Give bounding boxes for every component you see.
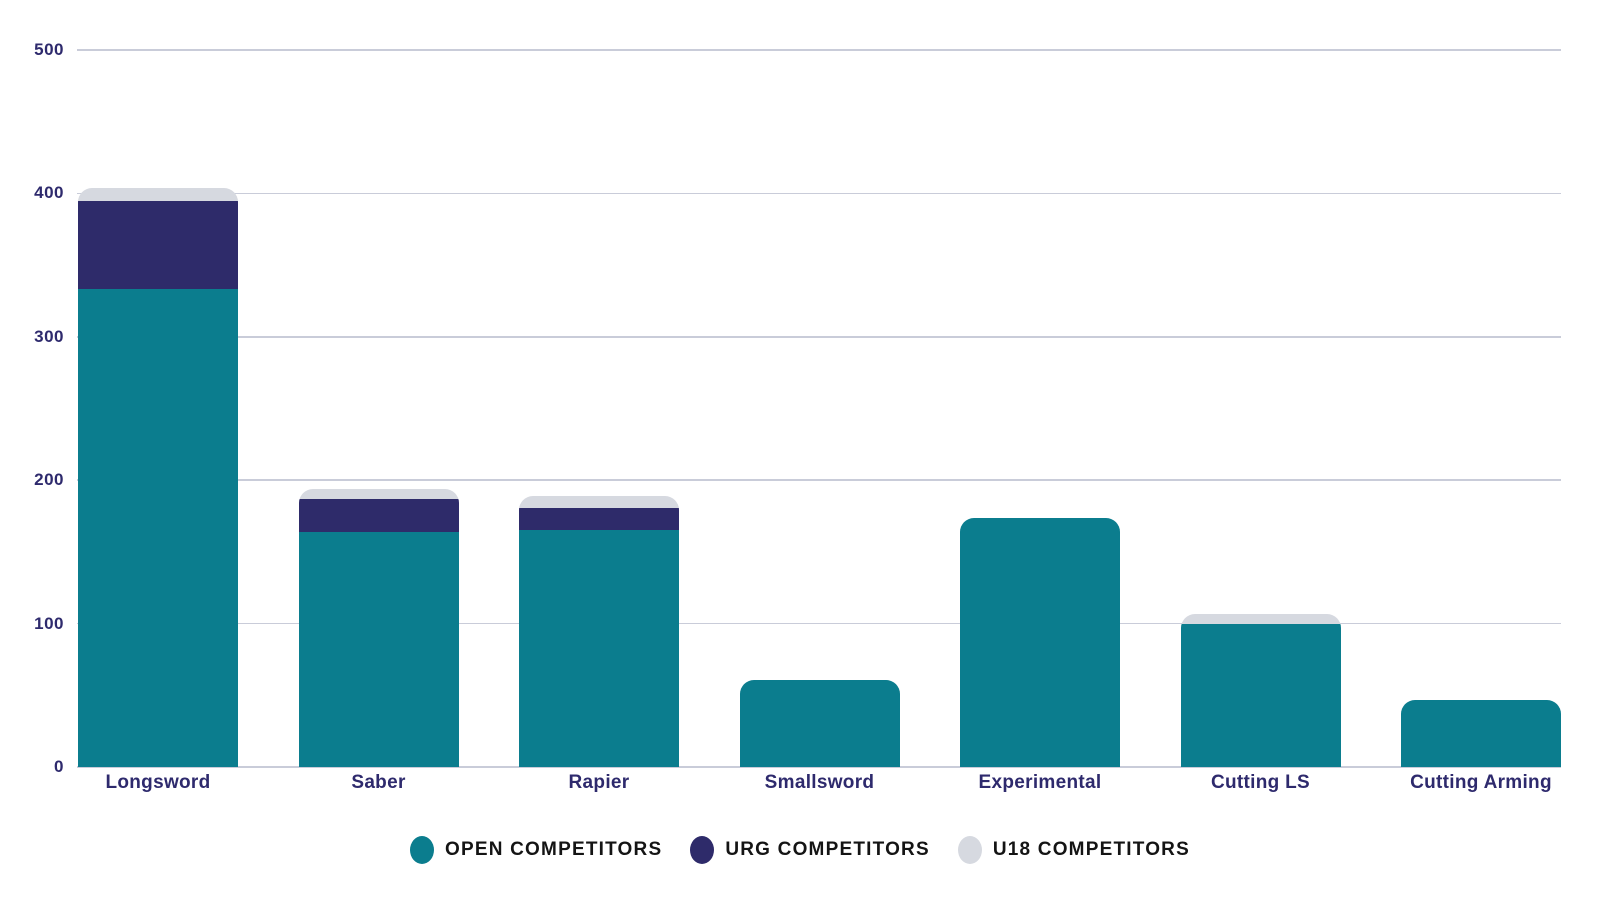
y-axis-tick-label: 0 [54,757,64,776]
bar-segment-saber-urg[interactable] [298,498,459,532]
y-axis-tick-label: 300 [34,326,64,346]
bar-cutting-ls [1180,613,1341,767]
x-axis: Longsword Saber Rapier Smallsword Experiment… [78,766,1561,794]
bar-segment-longsword-urg[interactable] [78,200,238,290]
x-axis-label-longsword: Longsword [105,772,211,793]
y-axis-tick-label: 400 [34,183,64,203]
legend-item-label: U18 COMPETITORS [992,839,1190,860]
legend-item-u18[interactable]: U18 COMPETITORS [957,836,1190,864]
x-axis-label-cutting-ls: Cutting LS [1210,772,1311,793]
bar-cutting-arming [1401,699,1561,767]
bar-segment-cutting-ls-open[interactable] [1180,623,1341,767]
bar-segment-rapier-open[interactable] [519,530,679,767]
bar-series [78,187,1561,767]
bar-longsword [78,187,238,767]
gridline-300 [77,336,1561,338]
bar-smallsword [739,679,900,767]
legend-marker-icon [957,836,982,864]
bar-segment-cutting-ls-u18[interactable] [1180,613,1341,624]
bar-segment-smallsword-open[interactable] [739,679,900,767]
gridline-0 [77,766,1561,768]
bar-segment-rapier-urg[interactable] [519,507,679,531]
bar-segment-longsword-u18[interactable] [78,187,238,201]
gridline-500 [77,49,1561,51]
y-axis-tick-label: 500 [34,40,64,59]
bar-rapier [519,496,679,767]
x-axis-label-experimental: Experimental [978,772,1102,793]
x-axis-label-rapier: Rapier [568,772,630,793]
gridline-200 [77,479,1561,481]
y-axis-tick-label: 100 [34,613,64,633]
gridline-100 [77,622,1561,625]
bar-saber [298,488,459,767]
legend-item-urg[interactable]: URG COMPETITORS [690,836,930,864]
bar-segment-longsword-open[interactable] [78,289,238,767]
y-axis-tick-label: 200 [34,470,64,490]
legend-item-label: URG COMPETITORS [725,839,930,860]
legend-marker-icon [690,836,715,864]
x-axis-label-smallsword: Smallsword [764,772,875,793]
bar-experimental [960,517,1120,767]
legend-item-label: OPEN COMPETITORS [445,839,663,860]
bar-segment-saber-u18[interactable] [298,488,459,499]
legend-marker-icon [410,836,435,864]
x-axis-label-saber: Saber [351,772,406,793]
x-axis-label-cutting-arming: Cutting Arming [1410,772,1552,793]
bar-segment-rapier-u18[interactable] [519,496,679,508]
bar-segment-saber-open[interactable] [298,531,459,767]
chart-legend: OPEN COMPETITORS URG COMPETITORS U18 COMPE… [0,832,1600,868]
legend-item-open[interactable]: OPEN COMPETITORS [410,836,662,864]
bar-segment-experimental-open[interactable] [960,517,1120,767]
gridline-400 [77,192,1561,195]
bar-segment-cutting-arming-open[interactable] [1401,699,1561,767]
